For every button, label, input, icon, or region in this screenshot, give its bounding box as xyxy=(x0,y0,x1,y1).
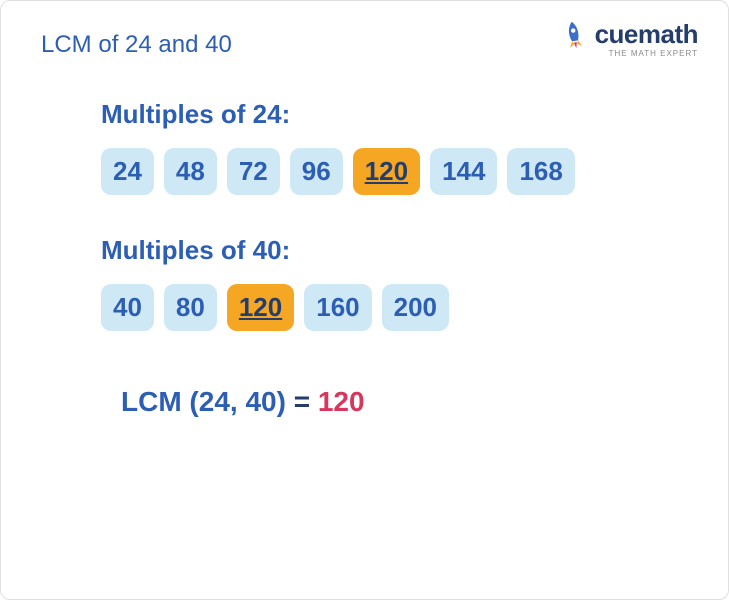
multiples-24-heading: Multiples of 24: xyxy=(101,99,688,130)
multiple-chip: 40 xyxy=(101,284,154,331)
multiple-chip: 120 xyxy=(353,148,420,195)
multiple-chip: 96 xyxy=(290,148,343,195)
multiple-chip: 160 xyxy=(304,284,371,331)
multiple-chip: 80 xyxy=(164,284,217,331)
multiple-chip: 168 xyxy=(507,148,574,195)
multiple-chip: 48 xyxy=(164,148,217,195)
brand-tagline: THE MATH EXPERT xyxy=(609,49,698,58)
rocket-icon xyxy=(556,17,591,52)
multiple-chip: 200 xyxy=(382,284,449,331)
result-value: 120 xyxy=(318,386,365,417)
multiples-24-chips: 24487296120144168 xyxy=(101,148,688,195)
multiples-40-chips: 4080120160200 xyxy=(101,284,688,331)
result-line: LCM (24, 40) = 120 xyxy=(41,386,688,418)
result-eq: = xyxy=(286,386,318,417)
multiple-chip: 120 xyxy=(227,284,294,331)
brand-logo: cuemath xyxy=(559,19,698,50)
multiples-24-section: Multiples of 24: 24487296120144168 xyxy=(41,99,688,195)
result-label: LCM (24, 40) xyxy=(121,386,286,417)
multiple-chip: 24 xyxy=(101,148,154,195)
brand-name: cuemath xyxy=(595,19,698,50)
multiple-chip: 72 xyxy=(227,148,280,195)
multiples-40-heading: Multiples of 40: xyxy=(101,235,688,266)
multiple-chip: 144 xyxy=(430,148,497,195)
multiples-40-section: Multiples of 40: 4080120160200 xyxy=(41,235,688,331)
